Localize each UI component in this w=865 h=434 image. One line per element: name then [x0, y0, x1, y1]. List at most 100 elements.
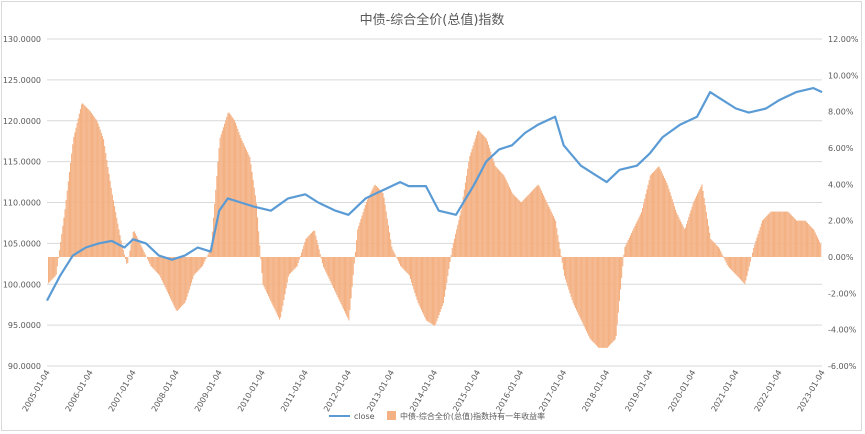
- return-bar: [554, 218, 556, 257]
- return-bar: [722, 255, 724, 257]
- return-bar: [415, 257, 417, 297]
- return-bar: [793, 218, 795, 257]
- return-bar: [372, 187, 374, 257]
- return-bar: [187, 257, 189, 294]
- return-bar: [639, 214, 641, 257]
- return-bar: [389, 232, 391, 257]
- legend-label-return: 中债-综合全价(总值)指数持有一年收益率: [400, 411, 545, 421]
- legend-label-close: close: [354, 412, 375, 421]
- return-bar: [352, 257, 354, 276]
- return-bar: [392, 249, 394, 257]
- return-bar: [706, 218, 708, 257]
- return-bar: [194, 257, 196, 275]
- return-bar: [534, 188, 536, 257]
- return-bar: [129, 250, 131, 257]
- return-bar: [819, 241, 821, 257]
- return-bar: [733, 257, 735, 273]
- return-bar: [771, 211, 773, 257]
- return-bar: [525, 197, 527, 257]
- return-bar: [293, 257, 295, 270]
- return-bar: [114, 206, 116, 257]
- return-bar: [57, 257, 59, 259]
- return-bar: [400, 257, 402, 266]
- return-bar: [606, 257, 608, 348]
- return-bar: [692, 203, 694, 257]
- return-bar: [686, 224, 688, 257]
- return-bar: [503, 175, 505, 257]
- return-bar: [382, 192, 384, 257]
- return-bar: [118, 229, 120, 257]
- return-bar: [681, 224, 683, 257]
- return-bar: [626, 242, 628, 257]
- return-bar: [671, 199, 673, 257]
- return-bar: [361, 215, 363, 257]
- return-bar: [537, 184, 539, 257]
- return-bar: [622, 257, 624, 267]
- return-bar: [134, 233, 136, 257]
- return-bar: [505, 179, 507, 257]
- return-bar: [552, 216, 554, 257]
- return-bar: [592, 257, 594, 342]
- return-bar: [527, 195, 529, 257]
- return-bar: [459, 215, 461, 257]
- return-bar: [48, 257, 50, 284]
- return-bar: [559, 248, 561, 257]
- return-bar: [428, 257, 430, 323]
- return-bar: [665, 180, 667, 257]
- return-bar: [788, 212, 790, 257]
- return-bar: [468, 161, 470, 257]
- return-bar: [813, 230, 815, 257]
- return-bar: [137, 238, 139, 257]
- return-bar: [397, 257, 399, 262]
- return-bar: [351, 257, 353, 287]
- return-bar: [70, 162, 72, 257]
- return-bar: [441, 257, 443, 307]
- return-bar: [273, 257, 275, 308]
- return-bar: [123, 254, 125, 257]
- return-bar: [532, 190, 534, 257]
- return-bar: [144, 254, 146, 257]
- return-bar: [335, 257, 337, 293]
- return-bar: [475, 135, 477, 257]
- return-bar: [378, 188, 380, 257]
- return-bar: [445, 257, 447, 290]
- return-bar: [276, 257, 278, 315]
- x-tick-label: 2006-01-04: [64, 369, 95, 414]
- return-bar: [298, 257, 300, 260]
- return-bar: [689, 213, 691, 257]
- return-bar: [373, 185, 375, 257]
- return-bar: [148, 257, 150, 262]
- return-bar: [607, 257, 609, 347]
- return-bar: [274, 257, 276, 311]
- return-bar: [437, 257, 439, 319]
- return-bar: [615, 257, 617, 336]
- return-bar: [188, 257, 190, 290]
- return-bar: [401, 257, 403, 268]
- return-bar: [263, 257, 265, 288]
- return-bar: [780, 211, 782, 257]
- return-bar: [362, 212, 364, 257]
- return-bar: [320, 257, 322, 259]
- return-bar: [808, 224, 810, 257]
- return-bar: [420, 257, 422, 311]
- return-bar: [812, 228, 814, 257]
- return-bar: [386, 218, 388, 257]
- return-bar: [741, 257, 743, 281]
- return-bar: [390, 239, 392, 257]
- return-bar: [530, 191, 532, 257]
- return-bar: [453, 238, 455, 257]
- y-right-tick-label: 12.00%: [828, 35, 859, 44]
- return-bar: [270, 257, 272, 301]
- return-bar: [173, 257, 175, 306]
- return-bar: [151, 257, 153, 268]
- return-bar: [231, 117, 233, 257]
- return-bar: [341, 257, 343, 307]
- return-bar: [598, 257, 600, 348]
- return-bar: [97, 123, 99, 257]
- return-bar: [698, 191, 700, 257]
- return-bar: [804, 220, 806, 257]
- return-bar: [115, 211, 117, 257]
- return-bar: [266, 257, 268, 295]
- return-bar: [251, 172, 253, 257]
- return-bar: [442, 257, 444, 303]
